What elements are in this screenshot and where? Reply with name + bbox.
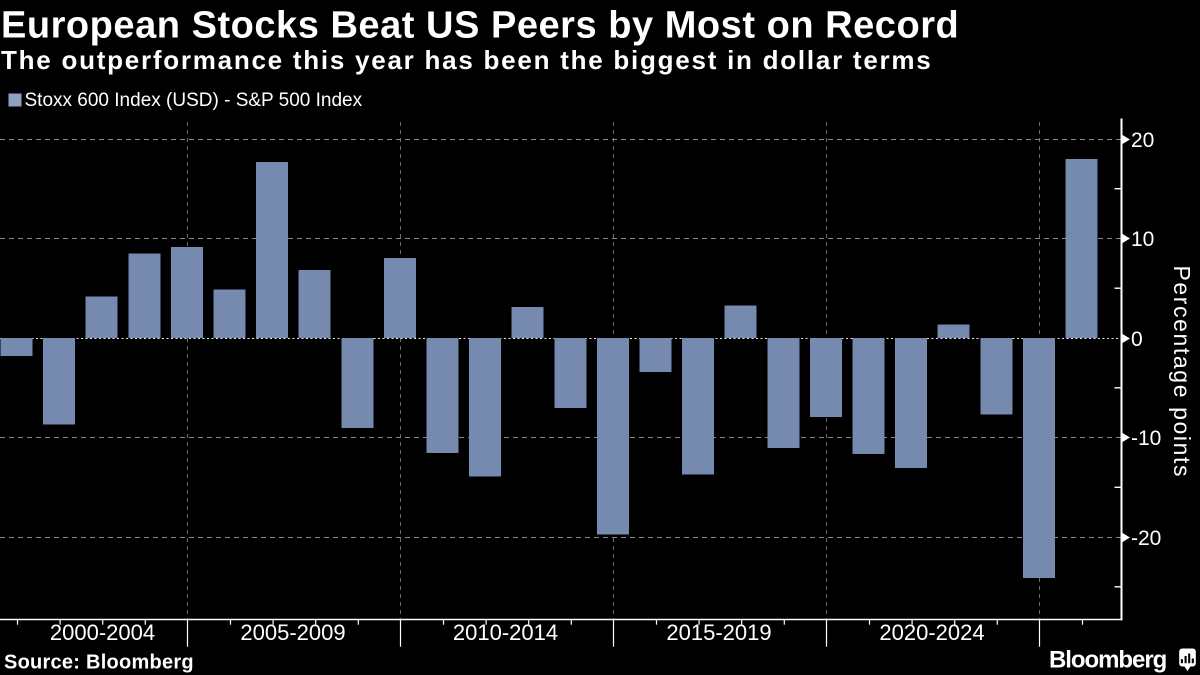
svg-text:-20: -20	[1131, 527, 1161, 550]
svg-text:-10: -10	[1131, 427, 1161, 450]
svg-text:10: 10	[1131, 228, 1154, 251]
svg-text:Stoxx 600 Index (USD) - S&P 50: Stoxx 600 Index (USD) - S&P 500 Index	[25, 90, 363, 111]
svg-text:2000-2004: 2000-2004	[50, 620, 155, 645]
svg-text:2010-2014: 2010-2014	[453, 620, 558, 645]
svg-text:2015-2019: 2015-2019	[666, 620, 771, 645]
svg-text:Percentage points: Percentage points	[1169, 265, 1195, 478]
svg-text:Source: Bloomberg: Source: Bloomberg	[4, 651, 194, 673]
svg-text:European Stocks Beat US Peers: European Stocks Beat US Peers by Most on…	[1, 4, 959, 46]
svg-text:2005-2009: 2005-2009	[240, 620, 345, 645]
svg-text:Bloomberg: Bloomberg	[1049, 647, 1167, 674]
svg-text:2020-2024: 2020-2024	[879, 620, 984, 645]
svg-text:The outperformance this year h: The outperformance this year has been th…	[1, 45, 933, 75]
svg-text:20: 20	[1131, 129, 1154, 152]
svg-text:0: 0	[1131, 328, 1143, 351]
